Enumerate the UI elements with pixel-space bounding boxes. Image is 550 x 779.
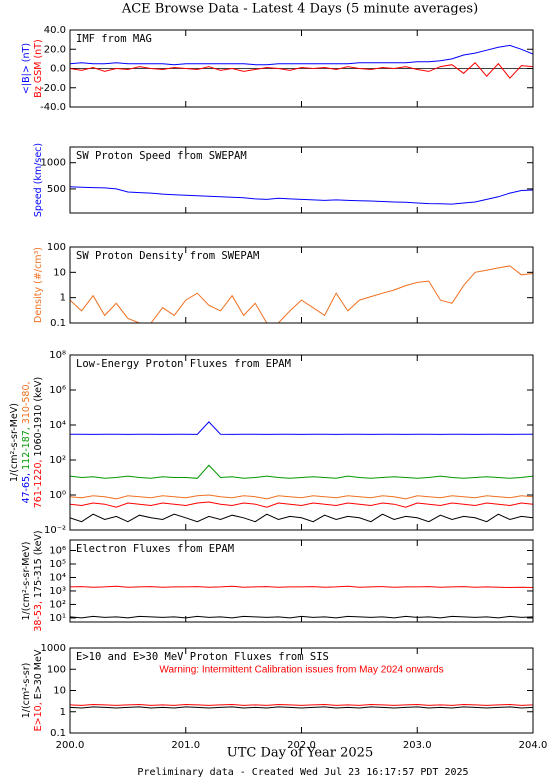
x-tick-label: 200.0 [56,740,85,751]
y-axis-label-part: 175-315 (keV) [33,530,44,598]
series-line [70,501,533,508]
y-tick-label: 100 [47,242,66,253]
y-tick-label: 10 [53,267,66,278]
y-axis-label-part: 1/(cm²-s-sr-MeV) [21,542,32,621]
y-axis-label-part: Speed (km/sec) [33,143,44,217]
y-axis-label-part: 310-580, [21,381,32,424]
series-line [70,513,533,523]
y-axis-label-part: E>10, [33,699,44,731]
y-axis-label: Bz GSM (nT) [33,39,44,97]
x-axis-label: UTC Day of Year 2025 [227,746,373,761]
annotation: Warning: Intermittent Calibration issues… [159,665,443,676]
y-tick-label: 500 [47,184,66,195]
y-tick-label: -20.0 [40,83,66,94]
y-tick-label: 10⁰ [49,490,66,501]
y-axis-label-part: Density (#/cm³) [33,247,44,323]
y-axis-label-part: <|B|> (nT) [21,43,32,94]
y-tick-label: 40.0 [44,25,66,36]
y-axis-label-part: 47-65, [21,470,32,504]
y-axis-label-part: 1060-1910 (keV) [33,377,44,457]
y-axis-label: Speed (km/sec) [33,143,44,217]
series-line [70,61,533,79]
panel-title: Low-Energy Proton Fluxes from EPAM [76,358,291,370]
y-axis-label-part: 1/(cm²-s-sr-MeV) [9,403,20,482]
series-line [70,706,533,709]
series-line [70,44,533,66]
panel-frame [69,29,534,108]
y-tick-label: 10⁵ [49,559,66,570]
y-tick-label: 10⁶ [49,545,66,556]
y-axis-label: 38-53, 175-315 (keV) [33,530,44,631]
y-tick-label: 0.1 [50,728,66,739]
y-tick-label: 0.1 [50,318,66,329]
y-axis-label: 761-1220, 1060-1910 (keV) [33,377,44,509]
y-axis-label-part: 1/(cm²-s-sr) [21,663,32,719]
y-tick-label: 10 [53,686,66,697]
panel-frame [69,647,534,734]
page-title: ACE Browse Data - Latest 4 Days (5 minut… [121,2,478,17]
panel-title: E>10 and E>30 MeV Proton Fluxes from SIS [76,651,329,663]
y-axis-label: E>10, E>30 MeV [33,649,44,731]
y-axis-label-part: 112-187, [21,424,32,470]
y-axis-label: 1/(cm²-s-sr) [21,663,32,719]
y-tick-label: 1 [60,707,66,718]
y-axis-label: 47-65, 112-187, 310-580, [21,381,32,503]
series-line [70,186,533,205]
series-line [70,585,533,589]
y-tick-label: -40.0 [40,102,66,113]
series-line [70,265,533,323]
y-tick-label: 10¹ [49,613,66,624]
panel-frame [69,539,534,623]
y-axis-label: <|B|> (nT) [21,43,32,94]
series-line [70,703,533,706]
y-tick-label: 10⁸ [49,350,66,361]
panel-frame [69,246,534,324]
y-tick-label: 1000 [41,158,66,169]
series-line [70,421,533,435]
y-tick-label: 10⁶ [49,385,66,396]
panel-title: IMF from MAG [76,33,152,45]
x-tick-label: 203.0 [403,740,432,751]
y-tick-label: 0.0 [50,64,66,75]
series-line [70,615,533,619]
y-axis-label-part: E>30 MeV [33,649,44,699]
x-tick-label: 204.0 [519,740,548,751]
y-tick-label: 10⁻² [44,525,66,536]
y-tick-label: 10² [49,599,66,610]
y-tick-label: 10² [49,455,66,466]
y-axis-label: 1/(cm²-s-sr-MeV) [9,403,20,482]
x-tick-label: 201.0 [171,740,200,751]
panel-title: SW Proton Density from SWEPAM [76,250,259,262]
panel-frame [69,354,534,531]
y-axis-label-part: 38-53, [33,598,44,632]
panel-frame [69,146,534,214]
series-line [70,494,533,500]
y-tick-label: 10⁴ [49,420,66,431]
y-tick-label: 10³ [49,586,66,597]
panel-title: Electron Fluxes from EPAM [76,543,234,555]
x-tick-label: 202.0 [287,740,316,751]
series-line [70,464,533,479]
y-axis-label: 1/(cm²-s-sr-MeV) [21,542,32,621]
y-tick-label: 1000 [41,643,66,654]
y-tick-label: 20.0 [44,44,66,55]
y-axis-label-part: Bz GSM (nT) [33,39,44,97]
y-tick-label: 1 [60,293,66,304]
y-axis-label-part: 761-1220, [33,456,44,508]
panel-title: SW Proton Speed from SWEPAM [76,150,247,162]
y-tick-label: 100 [47,664,66,675]
footer: Preliminary data - Created Wed Jul 23 16… [137,767,468,778]
y-axis-label: Density (#/cm³) [33,247,44,323]
y-tick-label: 10⁴ [49,572,66,583]
